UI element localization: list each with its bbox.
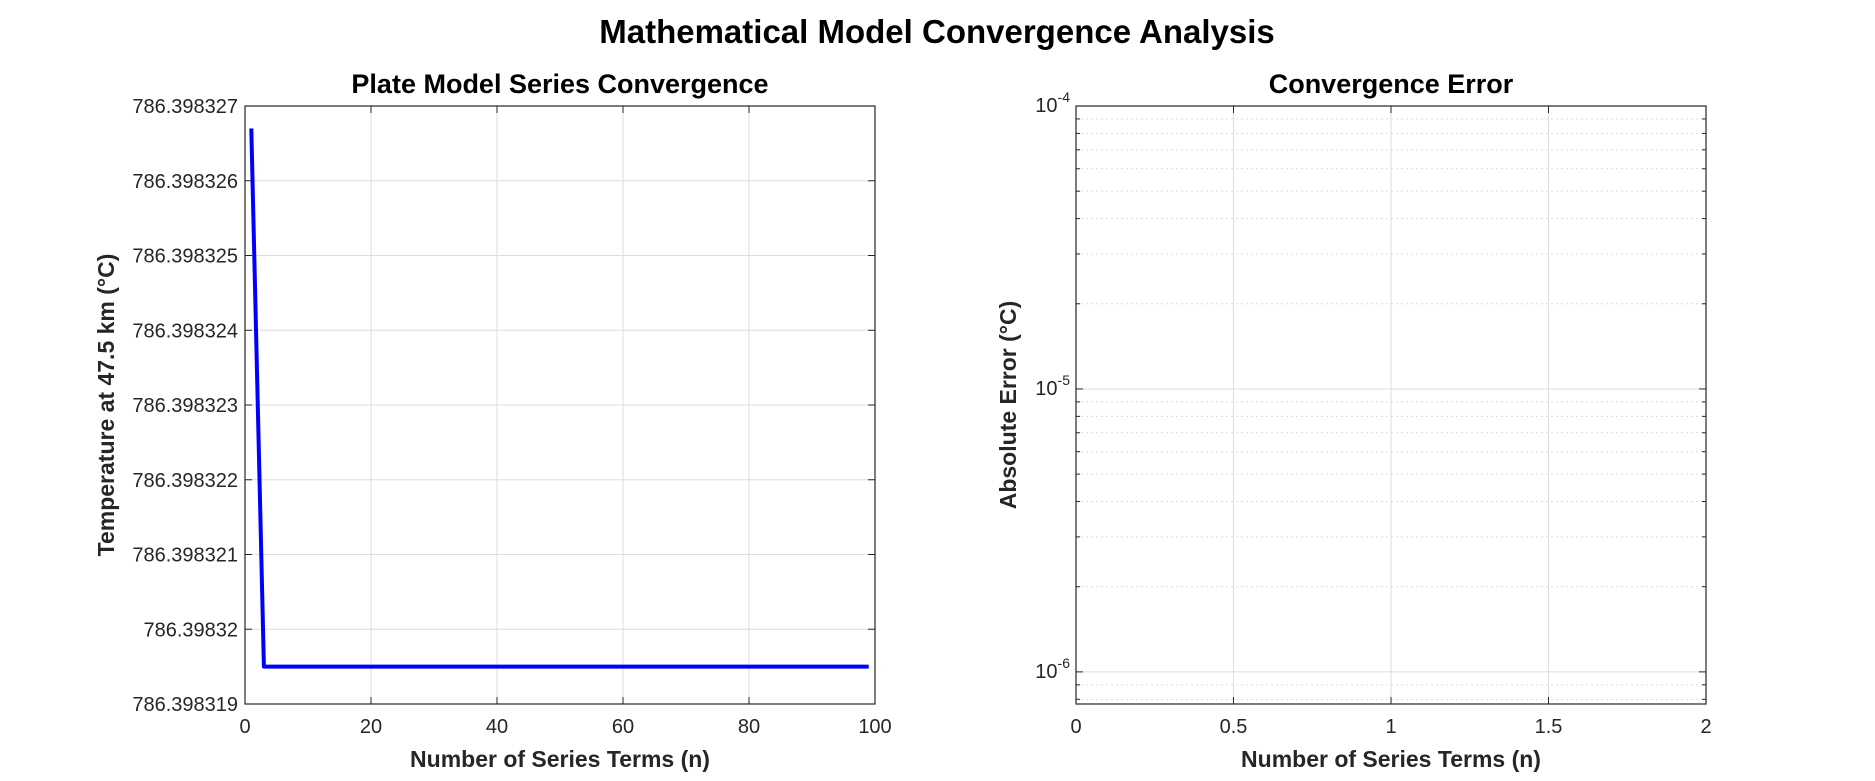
- x-tick-label: 80: [738, 716, 760, 738]
- gridlines-left: [244, 105, 876, 705]
- y-tick-label: 786.398322: [132, 470, 238, 492]
- x-tick-label: 40: [486, 716, 508, 738]
- axes-box-left: [244, 105, 876, 705]
- plot-title-series-convergence: Plate Model Series Convergence: [351, 69, 768, 99]
- x-tick-label: 0.5: [1220, 716, 1248, 738]
- y-tick-label: 786.398319: [132, 694, 238, 716]
- x-tick-label: 60: [612, 716, 634, 738]
- plot-panel-series-convergence: Plate Model Series Convergence 0 20 40 60 80…: [93, 69, 892, 772]
- x-tick-label: 0: [239, 716, 250, 738]
- y-tick-label: 786.39832: [143, 619, 238, 641]
- tick-labels-left: 0 20 40 60 80 100 786.398319 786.39832 786.39832…: [132, 96, 891, 738]
- x-axis-label-left: Number of Series Terms (n): [410, 746, 710, 772]
- y-tick-label: 786.398325: [132, 246, 238, 268]
- plot-title-convergence-error: Convergence Error: [1269, 69, 1514, 99]
- x-tick-label: 100: [858, 716, 891, 738]
- gridlines-right: [1075, 105, 1707, 704]
- y-tick-label: 786.398321: [132, 545, 238, 567]
- x-tick-label: 2: [1700, 716, 1711, 738]
- y-tick-label: 786.398324: [132, 320, 238, 342]
- axes-box-right: [1075, 105, 1707, 705]
- series-left: [249, 128, 869, 669]
- y-tick-label: 10-6: [1035, 655, 1070, 683]
- series-line: [249, 128, 869, 669]
- figure-title: Mathematical Model Convergence Analysis: [599, 13, 1275, 50]
- x-tick-label: 0: [1070, 716, 1081, 738]
- y-tick-label: 786.398327: [132, 96, 238, 118]
- y-tick-label: 786.398326: [132, 171, 238, 193]
- y-tick-label: 10-5: [1035, 372, 1070, 400]
- y-axis-label-left: Temperature at 47.5 km (°C): [93, 254, 119, 557]
- x-tick-label: 20: [360, 716, 382, 738]
- y-tick-label: 786.398323: [132, 395, 238, 417]
- y-axis-label-right: Absolute Error (°C): [995, 301, 1021, 510]
- x-tick-label: 1.5: [1535, 716, 1563, 738]
- tick-labels-right: 0 0.5 1 1.5 2 10-6 10-5 10-4: [1035, 89, 1711, 738]
- x-tick-label: 1: [1385, 716, 1396, 738]
- x-axis-label-right: Number of Series Terms (n): [1241, 746, 1541, 772]
- y-tick-label: 10-4: [1035, 89, 1070, 117]
- plot-panel-convergence-error: Convergence Error 0 0.5 1 1.5 210-610-510-4 …: [995, 69, 1712, 772]
